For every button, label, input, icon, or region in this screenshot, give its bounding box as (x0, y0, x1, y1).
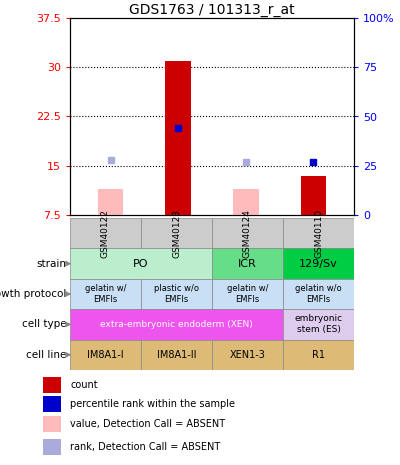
FancyBboxPatch shape (70, 309, 283, 339)
Text: IM8A1-II: IM8A1-II (157, 350, 196, 360)
Bar (43, 439, 60, 455)
FancyBboxPatch shape (141, 218, 212, 248)
Text: GSM40122: GSM40122 (101, 209, 110, 258)
Text: extra-embryonic endoderm (XEN): extra-embryonic endoderm (XEN) (100, 320, 253, 329)
Text: cell line: cell line (26, 350, 66, 360)
Text: GSM40123: GSM40123 (172, 209, 181, 258)
Title: GDS1763 / 101313_r_at: GDS1763 / 101313_r_at (129, 3, 295, 17)
Bar (98, 189, 124, 215)
FancyBboxPatch shape (283, 279, 354, 309)
Bar (233, 189, 259, 215)
Text: rank, Detection Call = ABSENT: rank, Detection Call = ABSENT (70, 442, 220, 452)
Bar (300, 176, 326, 215)
Text: R1: R1 (312, 350, 325, 360)
FancyBboxPatch shape (283, 339, 354, 370)
Bar (43, 416, 60, 432)
Text: PO: PO (133, 259, 149, 269)
Text: plastic w/o
EMFIs: plastic w/o EMFIs (154, 284, 199, 304)
Bar (165, 61, 191, 215)
FancyBboxPatch shape (141, 279, 212, 309)
Text: GSM40124: GSM40124 (243, 209, 252, 258)
Text: strain: strain (36, 259, 66, 269)
FancyBboxPatch shape (212, 218, 283, 248)
Text: gelatin w/o
EMFIs: gelatin w/o EMFIs (295, 284, 342, 304)
FancyBboxPatch shape (212, 339, 283, 370)
Text: count: count (70, 379, 98, 390)
Text: GSM40110: GSM40110 (314, 209, 323, 258)
Text: IM8A1-I: IM8A1-I (87, 350, 124, 360)
FancyBboxPatch shape (283, 248, 354, 279)
Bar (43, 377, 60, 392)
FancyBboxPatch shape (212, 248, 283, 279)
Bar (43, 396, 60, 412)
Text: value, Detection Call = ABSENT: value, Detection Call = ABSENT (70, 418, 225, 429)
Text: percentile rank within the sample: percentile rank within the sample (70, 399, 235, 409)
Text: ICR: ICR (238, 259, 257, 269)
Text: cell type: cell type (22, 319, 66, 329)
Text: gelatin w/
EMFIs: gelatin w/ EMFIs (85, 284, 126, 304)
FancyBboxPatch shape (283, 218, 354, 248)
FancyBboxPatch shape (70, 248, 212, 279)
Text: growth protocol: growth protocol (0, 289, 66, 299)
FancyBboxPatch shape (283, 309, 354, 339)
Text: embryonic
stem (ES): embryonic stem (ES) (294, 314, 342, 334)
Text: XEN1-3: XEN1-3 (230, 350, 266, 360)
FancyBboxPatch shape (212, 279, 283, 309)
Text: gelatin w/
EMFIs: gelatin w/ EMFIs (227, 284, 268, 304)
FancyBboxPatch shape (141, 339, 212, 370)
FancyBboxPatch shape (70, 218, 141, 248)
Text: 129/Sv: 129/Sv (299, 259, 338, 269)
FancyBboxPatch shape (70, 279, 141, 309)
FancyBboxPatch shape (70, 339, 141, 370)
